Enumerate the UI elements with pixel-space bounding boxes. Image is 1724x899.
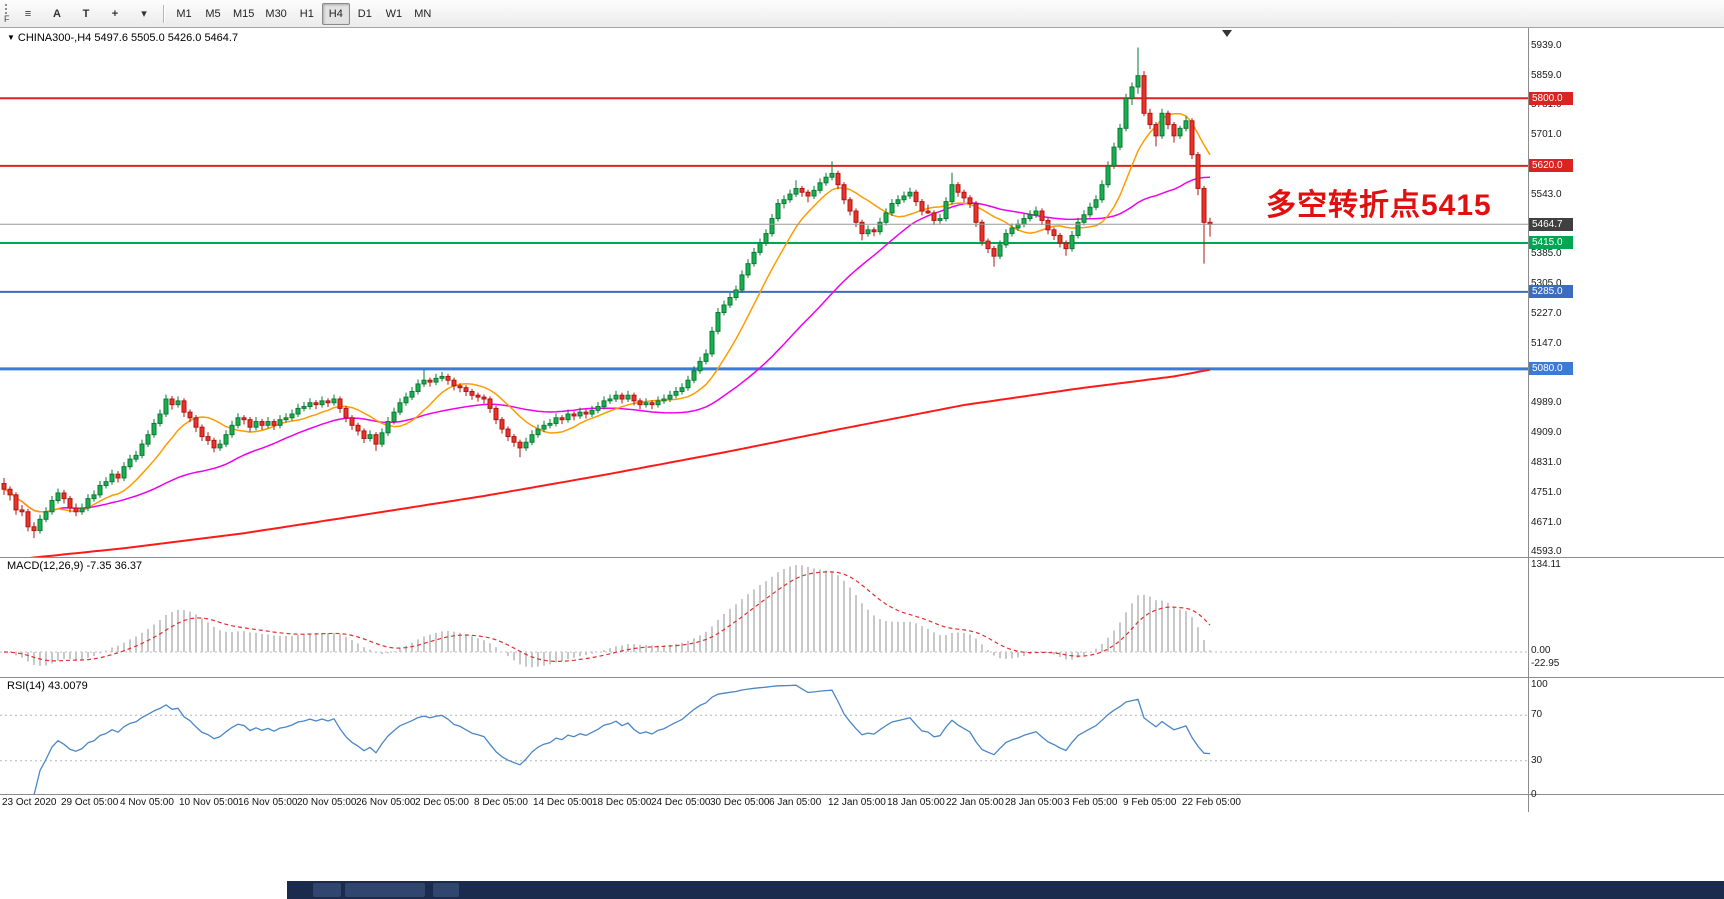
rsi-indicator-label: RSI(14) 43.0079 <box>7 680 88 692</box>
price-axis-label: 5701.0 <box>1531 129 1562 141</box>
level-price-tag: 5080.0 <box>1529 362 1573 376</box>
price-axis-label: 5385.0 <box>1531 248 1562 260</box>
panel-separator <box>0 794 1724 795</box>
toolbar-separator <box>163 4 165 23</box>
rsi-panel-canvas[interactable] <box>0 678 1528 795</box>
price-axis-label: 5939.0 <box>1531 40 1562 51</box>
price-axis-label: 4593.0 <box>1531 546 1562 557</box>
price-axis-label: 4751.0 <box>1531 486 1562 498</box>
chart-list-icon[interactable]: ≡ <box>24 7 32 20</box>
candlesticks <box>1 47 1213 539</box>
time-axis-label: 2 Dec 05:00 <box>415 797 469 808</box>
time-axis-label: 6 Jan 05:00 <box>769 797 822 808</box>
price-axis-label: 4831.0 <box>1531 456 1562 468</box>
time-axis-label: 28 Jan 05:00 <box>1005 797 1063 808</box>
symbol-collapse-icon[interactable]: ▼ <box>7 33 15 42</box>
chart-annotation-text[interactable]: 多空转折点5415 <box>1266 189 1492 222</box>
time-axis-label: 16 Nov 05:00 <box>238 797 298 808</box>
time-axis-label: 23 Oct 2020 <box>2 797 57 808</box>
main-chart-canvas[interactable] <box>0 28 1528 558</box>
time-axis-label: 9 Feb 05:00 <box>1123 797 1177 808</box>
rsi-axis-label: 0 <box>1531 789 1537 800</box>
time-axis-label: 30 Dec 05:00 <box>710 797 770 808</box>
toolbar-grip: F <box>2 1 14 27</box>
time-axis-label: 22 Jan 05:00 <box>946 797 1004 808</box>
price-axis-label: 5147.0 <box>1531 337 1562 349</box>
level-price-tag: 5285.0 <box>1529 285 1573 299</box>
chart-shift-marker-icon[interactable] <box>1222 30 1232 37</box>
time-axis-label: 18 Dec 05:00 <box>592 797 652 808</box>
time-axis-label: 20 Nov 05:00 <box>297 797 357 808</box>
text-tool-icon[interactable]: T <box>82 7 90 20</box>
macd-panel-canvas[interactable] <box>0 558 1528 677</box>
symbol-ohlc-text: CHINA300-,H4 5497.6 5505.0 5426.0 5464.7 <box>17 32 239 44</box>
time-axis-label: 22 Feb 05:00 <box>1182 797 1241 808</box>
taskbar-item[interactable] <box>345 883 425 897</box>
time-axis-label: 10 Nov 05:00 <box>179 797 239 808</box>
macd-axis-label: 134.11 <box>1531 559 1561 570</box>
ma-mid-line <box>3 176 1211 513</box>
macd-indicator-label: MACD(12,26,9) -7.35 36.37 <box>7 560 143 572</box>
macd-signal-line <box>3 571 1211 663</box>
macd-histogram <box>9 565 1211 668</box>
time-axis-label: 24 Dec 05:00 <box>651 797 711 808</box>
toolbar-grip-label: F <box>4 13 10 24</box>
price-axis-label: 4909.0 <box>1531 427 1562 439</box>
time-axis-label: 18 Jan 05:00 <box>887 797 945 808</box>
timeframe-button-m5[interactable]: M5 <box>205 7 221 20</box>
timeframe-button-h1[interactable]: H1 <box>299 7 314 20</box>
tools-group: ≡ A T + ▾ <box>14 3 158 25</box>
timeframe-button-m15[interactable]: M15 <box>233 7 255 20</box>
ma-fast-line <box>3 112 1211 513</box>
price-axis-label: 4989.0 <box>1531 397 1562 409</box>
current-price-tag: 5464.7 <box>1529 217 1573 231</box>
ma-slow-line <box>19 368 1211 558</box>
top-toolbar: F ≡ A T + ▾ M1 M5 M15 M30 H1 H4 D1 W1 MN <box>0 0 1724 28</box>
level-price-tag: 5620.0 <box>1529 159 1573 173</box>
cursor-tool-icon[interactable]: A <box>53 7 61 20</box>
price-axis-border <box>1528 28 1529 812</box>
taskbar[interactable] <box>287 881 1724 899</box>
time-axis-label: 8 Dec 05:00 <box>474 797 528 808</box>
rsi-axis-label: 30 <box>1531 754 1543 766</box>
level-price-tag: 5415.0 <box>1529 236 1573 250</box>
macd-axis-label: -22.95 <box>1531 658 1560 669</box>
crosshair-tool-icon[interactable]: + <box>111 7 119 20</box>
toolbar-grip-icon[interactable] <box>5 3 10 14</box>
time-axis-label: 4 Nov 05:00 <box>120 797 174 808</box>
price-axis-label: 5227.0 <box>1531 307 1562 319</box>
price-axis-label: 5543.0 <box>1531 188 1562 200</box>
price-axis-label: 4671.0 <box>1531 516 1562 528</box>
level-price-tag: 5800.0 <box>1529 91 1573 105</box>
timeframe-button-w1[interactable]: W1 <box>385 7 403 20</box>
timeframe-button-d1[interactable]: D1 <box>357 7 372 20</box>
time-axis-label: 29 Oct 05:00 <box>61 797 119 808</box>
time-axis-label: 14 Dec 05:00 <box>533 797 593 808</box>
timeframe-button-h4[interactable]: H4 <box>321 2 350 25</box>
taskbar-item[interactable] <box>313 883 341 897</box>
timeframe-button-mn[interactable]: MN <box>414 7 432 20</box>
rsi-axis-label: 70 <box>1531 709 1543 721</box>
objects-dropdown-icon[interactable]: ▾ <box>141 7 147 20</box>
rsi-axis-label: 100 <box>1531 679 1548 690</box>
taskbar-item[interactable] <box>433 883 459 897</box>
price-axis-label: 5781.0 <box>1531 99 1562 111</box>
timeframe-button-m1[interactable]: M1 <box>176 7 192 20</box>
panel-separator[interactable] <box>0 557 1724 558</box>
rsi-line <box>16 684 1211 795</box>
symbol-ohlc-label: ▼ CHINA300-,H4 5497.6 5505.0 5426.0 5464.… <box>7 32 238 44</box>
time-axis-label: 3 Feb 05:00 <box>1064 797 1118 808</box>
time-axis-label: 26 Nov 05:00 <box>356 797 416 808</box>
price-axis-label: 5305.0 <box>1531 278 1562 290</box>
macd-axis-label: 0.00 <box>1531 645 1551 656</box>
timeframes-group: M1 M5 M15 M30 H1 H4 D1 W1 MN <box>170 2 437 25</box>
price-axis-label: 5859.0 <box>1531 70 1562 82</box>
timeframe-button-m30[interactable]: M30 <box>265 7 287 20</box>
time-axis-label: 12 Jan 05:00 <box>828 797 886 808</box>
panel-separator[interactable] <box>0 677 1724 678</box>
